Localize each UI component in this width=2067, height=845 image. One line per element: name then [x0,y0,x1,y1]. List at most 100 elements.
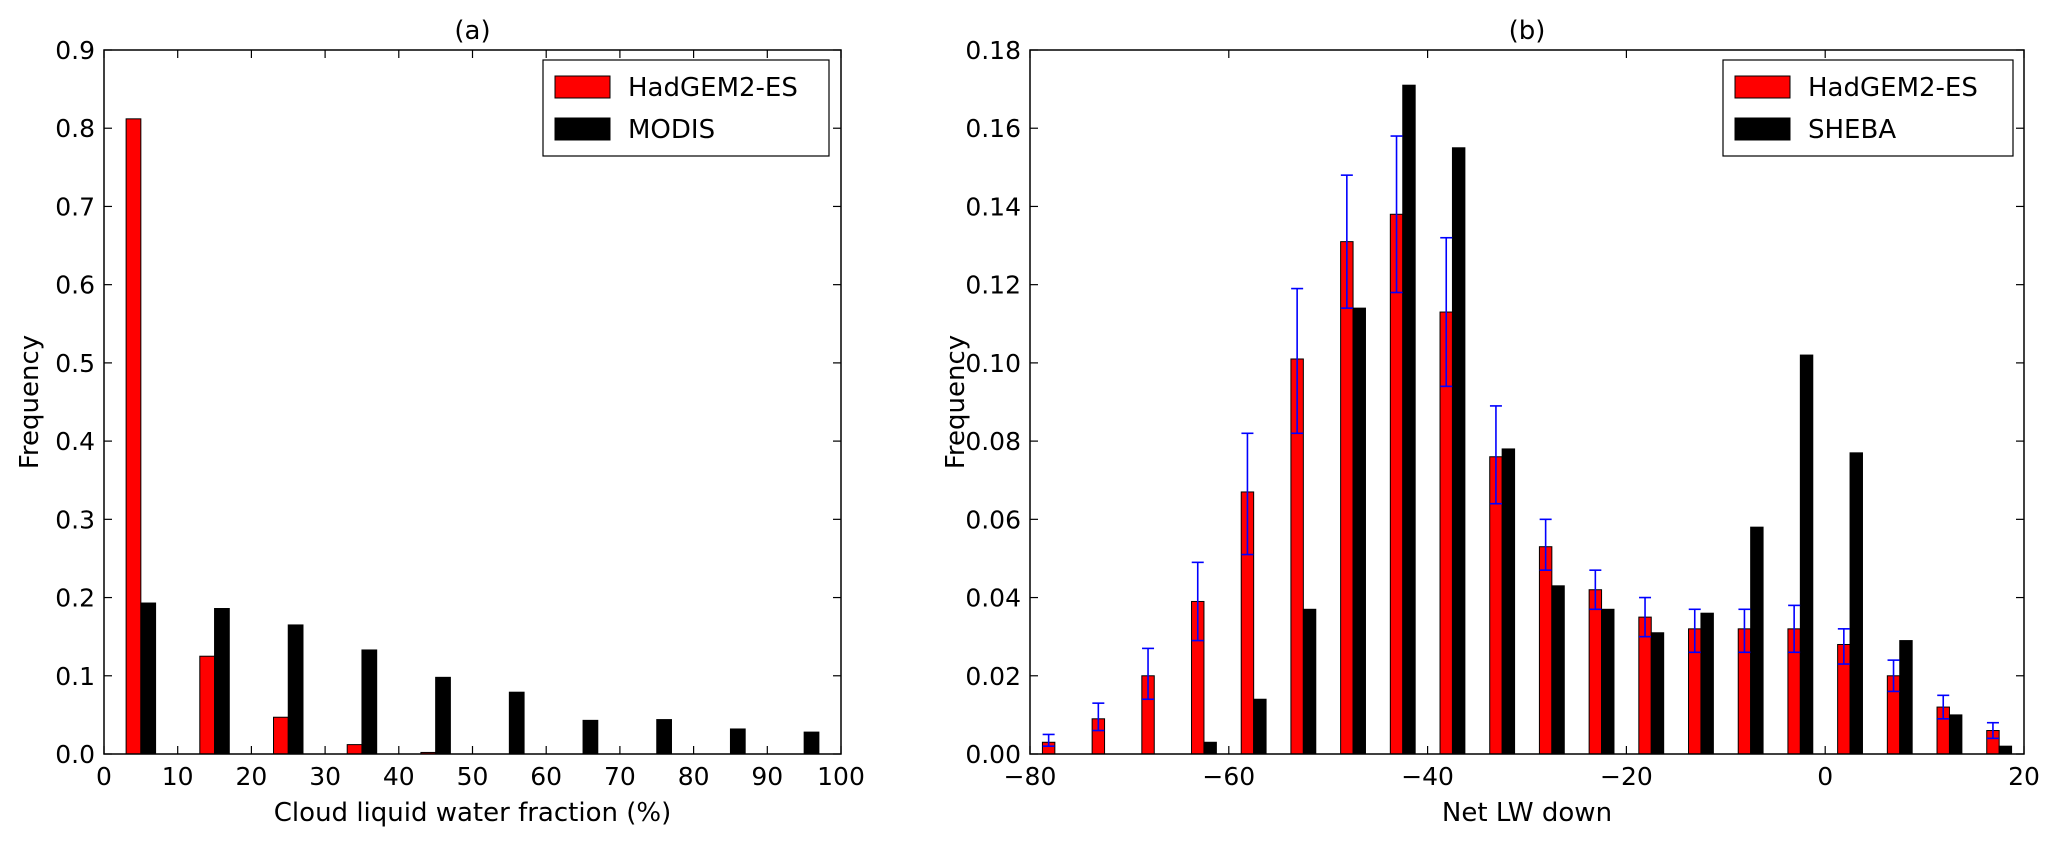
bar-series1 [273,716,289,755]
x-axis: 0 10 20 30 40 50 60 70 80 90 100 [96,50,865,791]
bar-series2 [1601,608,1615,755]
x-tick-label: 0 [1817,762,1833,791]
bars-group [125,118,820,755]
y-tick-label: 0.8 [55,114,95,143]
bar-series1 [1538,546,1553,755]
bar-series2 [1402,84,1416,755]
bar-series2 [729,728,746,755]
bar-series2 [287,624,304,755]
bar-series2 [1700,612,1714,755]
y-axis-label: Frequency [941,335,971,469]
legend-swatch-series2 [1734,117,1791,141]
bar-series2 [582,719,599,755]
legend-label: HadGEM2-ES [628,73,798,103]
y-tick-label: 0.02 [965,662,1021,691]
y-tick-label: 0.04 [965,584,1021,613]
bar-series2 [435,676,451,755]
legend-label: HadGEM2-ES [1808,73,1978,103]
bar-series2 [1551,585,1565,755]
bar-series2 [1750,526,1764,755]
x-tick-label: 100 [817,762,865,791]
x-tick-label: −20 [1600,762,1653,791]
y-axis: 0.0 0.1 0.2 0.3 0.4 0.5 0.6 0.7 0.8 0.9 [55,36,841,769]
y-tick-label: 0.3 [55,505,95,534]
bar-series2 [214,608,230,755]
axes-frame [1029,49,2025,755]
y-tick-label: 0.18 [965,36,1021,65]
bar-series2 [361,649,378,755]
bar-series1 [1638,616,1652,755]
y-tick-label: 0.0 [55,740,95,769]
legend-swatch-series2 [554,117,611,141]
chart-title: (b) [1509,16,1546,46]
x-tick-label: 40 [383,762,415,791]
y-tick-label: 0.10 [965,349,1021,378]
bar-series2 [1501,448,1516,755]
x-tick-label: 20 [2008,762,2040,791]
bar-series1 [346,744,363,755]
x-tick-label: 30 [309,762,341,791]
chart-title: (a) [454,16,490,46]
y-axis-label: Frequency [15,335,45,469]
y-tick-label: 0.2 [55,584,95,613]
bar-series1 [125,118,142,755]
bar-series2 [1302,608,1317,755]
bar-series2 [803,731,820,755]
bar-series2 [1899,640,1913,755]
panel-b-chart: (b)−80 −60 −40 −20 0 200.000.020.040.060.080.… [941,16,2040,828]
legend-label: MODIS [628,115,715,145]
x-axis-label: Net LW down [1442,798,1612,828]
legend-label: SHEBA [1808,115,1896,145]
bar-series2 [1253,698,1267,755]
y-tick-label: 0.08 [965,427,1021,456]
x-tick-label: 90 [751,762,783,791]
x-tick-label: 50 [457,762,489,791]
bar-series2 [140,602,157,755]
bar-series2 [1352,307,1366,755]
y-tick-label: 0.00 [965,740,1021,769]
bar-series2 [1650,632,1665,755]
x-tick-label: 60 [530,762,562,791]
y-tick-label: 0.06 [965,505,1021,534]
y-tick-label: 0.6 [55,271,95,300]
legend-swatch-series1 [554,75,611,99]
y-tick-label: 0.12 [965,271,1021,300]
y-tick-label: 0.14 [965,192,1021,221]
legend: HadGEM2-ES SHEBA [1722,59,2014,157]
error-bars-group [1042,135,1999,747]
x-axis: −80 −60 −40 −20 0 20 [1004,50,2040,791]
y-axis: 0.00 0.02 0.04 0.06 0.08 0.10 0.12 0.14 0.16 0.18 [965,36,2024,769]
bar-series1 [1340,241,1354,755]
legend: HadGEM2-ES MODIS [542,59,830,157]
bar-series1 [1588,589,1603,755]
bar-series2 [1998,745,2013,755]
x-axis-label: Cloud liquid water fraction (%) [274,798,671,828]
y-tick-label: 0.16 [965,114,1021,143]
bar-series2 [1451,147,1466,755]
y-tick-label: 0.9 [55,36,95,65]
bar-series2 [1849,452,1863,755]
y-tick-label: 0.1 [55,662,95,691]
bars-group [1041,84,2013,755]
bar-series2 [1948,714,1963,755]
bar-series2 [656,719,672,755]
legend-swatch-series1 [1734,75,1791,99]
x-tick-label: 10 [162,762,194,791]
bar-series2 [1799,354,1814,755]
x-tick-label: 0 [96,762,112,791]
x-tick-label: −80 [1004,762,1057,791]
y-tick-label: 0.5 [55,349,95,378]
y-tick-label: 0.7 [55,192,95,221]
bar-series2 [508,691,525,755]
x-tick-label: 70 [604,762,636,791]
panel-a-chart: (a) 0 10 20 30 40 50 60 70 80 90 100 0.0 0.1 0.2 0.3 0.4… [15,16,865,828]
x-tick-label: −60 [1202,762,1255,791]
x-tick-label: 20 [235,762,267,791]
bar-series1 [1389,213,1404,755]
x-tick-label: 80 [678,762,710,791]
bar-series2 [1203,741,1217,755]
x-tick-label: −40 [1401,762,1454,791]
y-tick-label: 0.4 [55,427,95,456]
bar-series1 [199,655,216,755]
